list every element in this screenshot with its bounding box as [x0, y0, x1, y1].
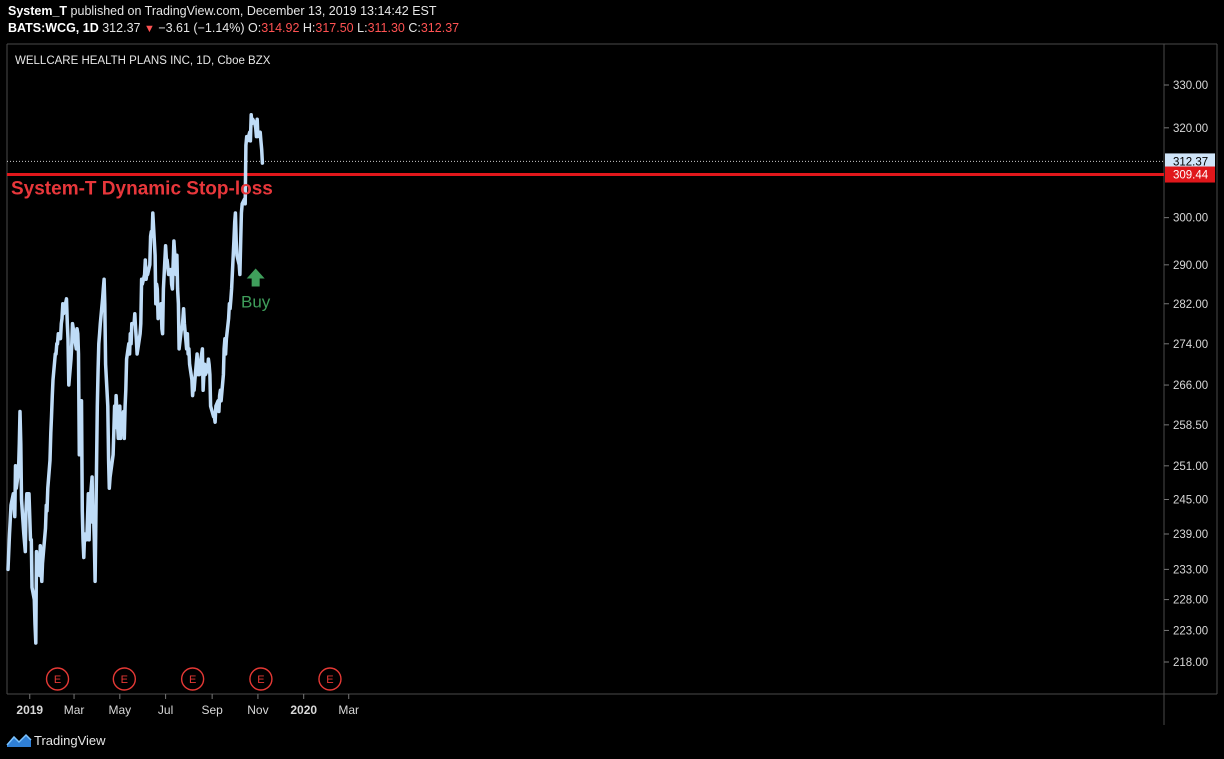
x-tick-label: Mar [338, 703, 359, 717]
y-tick-label: 274.00 [1173, 339, 1208, 351]
close-label: C: [408, 21, 421, 35]
earnings-marker-icon[interactable] [180, 667, 205, 691]
last-price-tag [1165, 153, 1215, 170]
earnings-marker-label: E [257, 674, 264, 686]
earnings-marker-icon[interactable] [45, 667, 70, 691]
stop-loss-tag-label: 309.44 [1173, 170, 1209, 182]
price-change: −3.61 (−1.14%) [158, 21, 245, 35]
earnings-marker-label: E [121, 674, 128, 686]
publish-header: System_T published on TradingView.com, D… [0, 0, 1224, 40]
y-tick-label: 330.00 [1173, 80, 1208, 92]
stop-loss-label: System-T Dynamic Stop-loss [11, 179, 273, 200]
high-value: 317.50 [315, 21, 354, 35]
y-tick-label: 282.00 [1173, 299, 1208, 311]
x-tick-label: Sep [201, 703, 223, 717]
y-tick-label: 258.50 [1173, 420, 1208, 432]
y-tick-label: 290.00 [1173, 260, 1208, 272]
stop-loss-tag [1165, 166, 1215, 183]
published-text: published on TradingView.com, December 1… [70, 4, 437, 18]
y-tick-label: 251.00 [1173, 461, 1208, 473]
symbol-info: BATS:WCG, 1D 312.37 ▼ −3.61 (−1.14%) O:3… [8, 21, 459, 35]
open-value: 314.92 [261, 21, 300, 35]
buy-signal: Buy [241, 268, 271, 311]
x-tick-label: 2020 [290, 703, 317, 717]
y-tick-label: 223.00 [1173, 625, 1208, 637]
earnings-marker-icon[interactable] [249, 667, 273, 691]
earnings-marker-icon[interactable] [112, 667, 137, 691]
earnings-marker-label: E [189, 674, 196, 686]
x-tick-label: Jul [158, 703, 173, 717]
price-line [6, 113, 265, 645]
y-tick-label: 233.00 [1173, 564, 1208, 576]
x-tick-label: May [108, 703, 131, 717]
chart-title: WELLCARE HEALTH PLANS INC, 1D, Cboe BZX [15, 55, 271, 67]
y-tick-label: 239.00 [1173, 529, 1208, 541]
earnings-marker-label: E [54, 674, 61, 686]
y-tick-label: 245.00 [1173, 494, 1208, 506]
x-axis[interactable]: 2019 Mar May Jul Sep Nov 2020 Mar [16, 694, 359, 717]
price-series [6, 113, 265, 645]
high-label: H: [302, 21, 316, 35]
x-tick-label: Nov [247, 703, 268, 717]
brand-name[interactable]: TradingView [34, 733, 106, 748]
low-value: 311.30 [367, 21, 405, 35]
last-price: 312.37 [102, 21, 141, 35]
footer: TradingView [0, 725, 1224, 759]
x-tick-label: Mar [64, 703, 85, 717]
y-axis[interactable]: 330.00 320.00 300.00 290.00 282.00 274.00 266.… [1164, 80, 1208, 669]
y-tick-label: 320.00 [1173, 123, 1208, 135]
y-tick-label: 218.00 [1173, 657, 1208, 669]
down-arrow-icon: ▼ [143, 23, 155, 35]
y-tick-label: 266.00 [1173, 380, 1208, 392]
earnings-marker-label: E [326, 674, 333, 686]
x-tick-label: 2019 [16, 703, 43, 717]
y-tick-label: 300.00 [1173, 213, 1208, 225]
publish-info: System_T published on TradingView.com, D… [8, 4, 437, 18]
publisher-name[interactable]: System_T [8, 4, 68, 18]
last-price-tag-label: 312.37 [1173, 156, 1208, 168]
earnings-marker-icon[interactable] [318, 667, 342, 691]
open-label: O: [247, 21, 262, 35]
low-label: L: [357, 21, 368, 35]
overlay-lines: 312.37 309.44 [7, 153, 1215, 183]
buy-label: Buy [241, 292, 271, 311]
y-tick-label: 228.00 [1173, 595, 1208, 607]
buy-arrow-icon [246, 268, 265, 287]
close-value: 312.37 [420, 21, 460, 35]
price-chart[interactable]: WELLCARE HEALTH PLANS INC, 1D, Cboe BZX … [0, 40, 1224, 725]
tradingview-logo-icon[interactable] [6, 732, 32, 748]
symbol-label: BATS:WCG, 1D [8, 21, 99, 35]
